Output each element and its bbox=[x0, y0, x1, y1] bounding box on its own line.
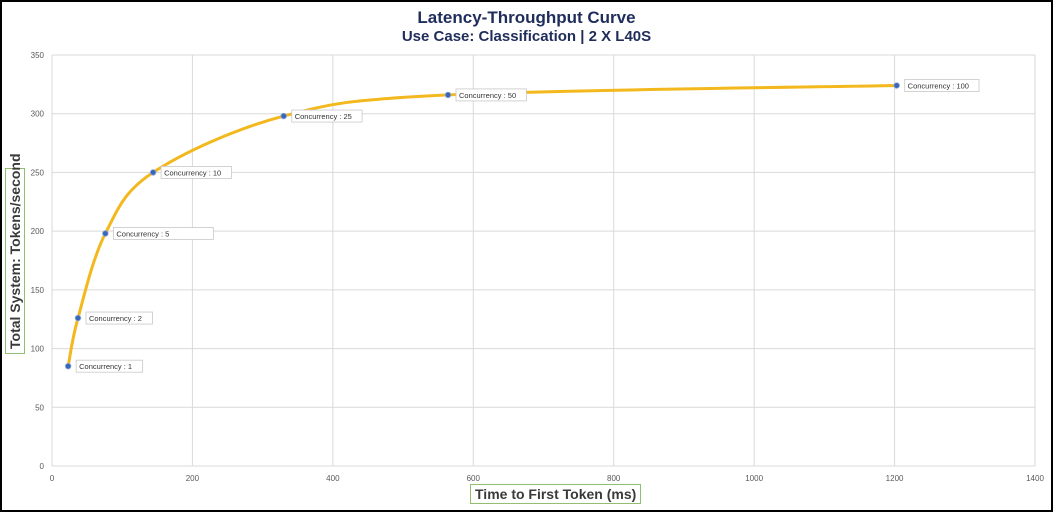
y-tick-label: 50 bbox=[35, 403, 44, 412]
data-label-text: Concurrency : 50 bbox=[459, 91, 516, 100]
data-label-box bbox=[112, 227, 214, 240]
data-label-text: Concurrency : 2 bbox=[89, 314, 142, 323]
data-label-box bbox=[75, 359, 144, 373]
y-axis-title: Total System: Tokens/second bbox=[5, 153, 25, 354]
chart-title: Latency-Throughput Curve bbox=[417, 8, 636, 27]
data-label-text: Concurrency : 100 bbox=[908, 82, 969, 91]
data-label-text: Concurrency : 1 bbox=[79, 362, 132, 371]
x-tick-label: 1000 bbox=[745, 474, 763, 483]
data-label-box bbox=[904, 79, 980, 92]
data-label-text: Concurrency : 25 bbox=[295, 112, 352, 121]
data-point-marker bbox=[149, 169, 157, 176]
y-tick-label: 250 bbox=[31, 168, 45, 177]
data-label: Concurrency : 100 bbox=[904, 79, 980, 92]
y-tick-label: 350 bbox=[31, 51, 45, 60]
data-point-marker bbox=[74, 314, 82, 322]
x-tick-label: 400 bbox=[326, 474, 340, 483]
data-label: Concurrency : 1 bbox=[75, 359, 144, 373]
y-tick-label: 200 bbox=[31, 227, 45, 236]
data-label-text: Concurrency : 5 bbox=[116, 229, 169, 238]
x-tick-label: 0 bbox=[50, 474, 55, 483]
x-tick-label: 1200 bbox=[886, 474, 904, 483]
data-point-marker bbox=[280, 112, 287, 120]
series-line bbox=[66, 84, 897, 367]
tick-labels: 0 50 100 150 200 250 300 350 0 200 400 600 800 1000 12… bbox=[31, 51, 1045, 483]
data-label-box bbox=[85, 311, 153, 325]
data-label-box bbox=[160, 166, 232, 179]
data-label: Concurrency : 25 bbox=[291, 109, 363, 123]
data-point-marker bbox=[893, 82, 900, 89]
data-label-box bbox=[291, 109, 363, 123]
x-tick-label: 600 bbox=[467, 474, 481, 483]
data-series bbox=[64, 82, 900, 370]
data-label: Concurrency : 5 bbox=[112, 227, 214, 240]
y-tick-label: 300 bbox=[31, 110, 45, 119]
x-tick-label: 800 bbox=[607, 474, 621, 483]
data-point-marker bbox=[444, 91, 452, 99]
data-label-box bbox=[455, 88, 527, 102]
data-label: Concurrency : 2 bbox=[85, 311, 153, 325]
y-tick-label: 100 bbox=[31, 345, 45, 354]
y-tick-label: 150 bbox=[31, 286, 45, 295]
x-tick-label: 1400 bbox=[1026, 474, 1044, 483]
data-point-marker bbox=[102, 230, 109, 237]
x-tick-label: 200 bbox=[186, 474, 200, 483]
chart-subtitle: Use Case: Classification | 2 X L40S bbox=[401, 28, 652, 45]
data-label: Concurrency : 50 bbox=[455, 88, 527, 102]
x-axis-title: Time to First Token (ms) bbox=[470, 484, 642, 504]
data-point-marker bbox=[64, 362, 72, 370]
gridlines bbox=[51, 54, 1036, 467]
data-labels: Concurrency : 1 Concurrency : 2 Concurrenc… bbox=[75, 79, 980, 373]
data-label: Concurrency : 10 bbox=[160, 166, 232, 179]
data-label-text: Concurrency : 10 bbox=[164, 168, 221, 177]
y-tick-label: 0 bbox=[40, 462, 45, 471]
